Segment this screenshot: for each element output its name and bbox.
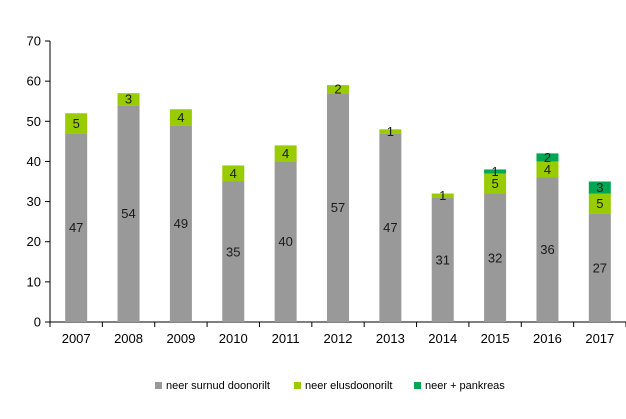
- legend-swatch: [155, 382, 162, 389]
- x-tick-label: 2010: [219, 331, 248, 346]
- data-label: 4: [177, 110, 184, 125]
- bar-segment: [536, 153, 559, 162]
- bar-segment: [536, 177, 559, 322]
- bar-segment: [327, 85, 349, 94]
- data-label: 47: [383, 220, 397, 235]
- bar-segment: [431, 197, 454, 322]
- y-tick-label: 20: [27, 234, 41, 249]
- x-tick-label: 2007: [62, 331, 91, 346]
- x-tick-label: 2009: [166, 331, 195, 346]
- y-tick-label: 30: [27, 194, 41, 209]
- bar-segment: [484, 173, 507, 194]
- x-tick-label: 2015: [481, 331, 510, 346]
- data-label: 57: [331, 200, 345, 215]
- data-label: 49: [174, 216, 188, 231]
- data-label: 5: [596, 196, 603, 211]
- bar-segment: [169, 125, 192, 322]
- x-tick-label: 2014: [428, 331, 457, 346]
- y-tick-label: 0: [34, 315, 41, 330]
- x-tick-label: 2016: [533, 331, 562, 346]
- bar-segment: [274, 161, 297, 322]
- bar-segment: [379, 133, 402, 322]
- y-tick-label: 50: [27, 114, 41, 129]
- data-label: 3: [125, 92, 132, 107]
- data-label: 1: [439, 188, 446, 203]
- bar-segment: [588, 193, 611, 214]
- legend-swatch: [414, 382, 421, 389]
- data-label: 5: [491, 176, 498, 191]
- x-tick-label: 2012: [324, 331, 353, 346]
- bars: [65, 85, 611, 322]
- data-label: 2: [334, 82, 341, 97]
- bar-segment: [222, 165, 245, 182]
- legend-swatch: [294, 382, 301, 389]
- bar-segment: [484, 193, 507, 322]
- bar-segment: [169, 109, 192, 126]
- data-label: 4: [230, 166, 237, 181]
- legend-label: neer + pankreas: [425, 380, 505, 392]
- bar-segment: [484, 169, 507, 174]
- data-label: 47: [69, 220, 83, 235]
- x-tick-label: 2017: [585, 331, 614, 346]
- data-label: 27: [593, 260, 607, 275]
- x-tick-label: 2011: [272, 331, 300, 346]
- data-label: 54: [121, 206, 135, 221]
- data-label: 32: [488, 250, 502, 265]
- bar-segment: [65, 113, 88, 134]
- data-label: 4: [282, 146, 289, 161]
- x-tick-label: 2008: [114, 331, 143, 346]
- bar-segment: [117, 105, 140, 322]
- data-label: 36: [540, 242, 554, 257]
- legend: neer surnud doonorilt neer elusdoonorilt n…: [155, 380, 505, 392]
- data-label: 5: [73, 116, 80, 131]
- bar-segment: [536, 161, 559, 178]
- data-label: 3: [596, 180, 603, 195]
- y-tick-label: 10: [27, 274, 41, 289]
- x-tick-label: 2013: [376, 331, 405, 346]
- bar-segment: [431, 193, 454, 198]
- data-label: 2: [544, 150, 551, 165]
- bar-segment: [274, 145, 297, 162]
- bar-segment: [588, 213, 611, 322]
- data-label: 1: [491, 164, 498, 179]
- bar-segment: [117, 93, 140, 106]
- y-tick-label: 40: [27, 154, 41, 169]
- data-label: 35: [226, 244, 240, 259]
- data-label: 40: [278, 234, 292, 249]
- bar-segment: [327, 93, 349, 322]
- x-axis: 2007 2008 2009 2010 2011 2012 2013 2014 2015 2016…: [49, 321, 626, 346]
- bar-segment: [379, 129, 402, 134]
- y-tick-label: 60: [27, 74, 41, 89]
- legend-label: neer surnud doonorilt: [166, 380, 270, 392]
- legend-label: neer elusdoonorilt: [305, 380, 392, 392]
- data-label: 4: [544, 162, 551, 177]
- bar-segment: [65, 133, 88, 322]
- data-label: 31: [435, 252, 449, 267]
- data-label: 1: [387, 124, 394, 139]
- y-tick-label: 70: [27, 34, 41, 49]
- y-axis: 0 10 20 30 40 50 60 70: [27, 34, 51, 330]
- bar-segment: [588, 181, 611, 194]
- bar-segment: [222, 181, 245, 322]
